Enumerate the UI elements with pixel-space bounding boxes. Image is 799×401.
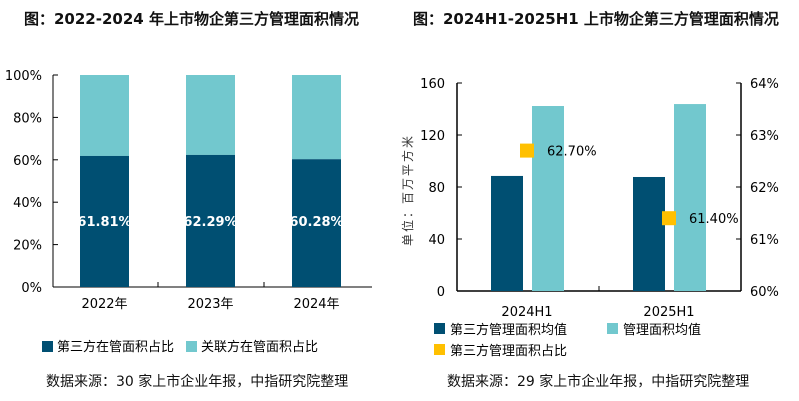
legend-label: 第三方管理面积占比: [450, 343, 567, 359]
legend-label: 关联方在管面积占比: [201, 339, 318, 355]
legend-label: 第三方在管面积占比: [57, 339, 174, 355]
right-y-tick-label: 0: [437, 285, 445, 300]
bar-related: [186, 75, 235, 155]
right-y-label: 单位：百万平方米: [400, 134, 415, 246]
bar-data-label: 60.28%: [289, 215, 343, 230]
legend-swatch: [607, 323, 618, 334]
right-y2-tick-label: 64%: [750, 77, 779, 92]
bar-data-label: 62.29%: [183, 215, 237, 230]
legend-swatch: [186, 341, 197, 352]
legend-label: 第三方管理面积均值: [450, 322, 567, 338]
bar-third-party-avg: [491, 175, 523, 291]
left-y-tick-label: 80%: [13, 111, 42, 126]
left-y-tick-label: 60%: [13, 154, 42, 169]
right-y-tick-label: 80: [428, 181, 445, 196]
right-source: 数据来源：29 家上市企业年报，中指研究院整理: [447, 374, 750, 390]
point-third-party-share: [520, 143, 534, 158]
left-x-tick-label: 2023年: [187, 297, 233, 312]
bar-data-label: 61.81%: [77, 215, 131, 230]
left-y-tick-label: 20%: [13, 239, 42, 254]
legend-label: 管理面积均值: [623, 322, 701, 338]
bar-related: [80, 75, 129, 156]
left-y-tick-label: 0%: [21, 281, 42, 296]
right-x-tick-label: 2025H1: [643, 305, 694, 320]
right-y-tick-label: 120: [420, 129, 445, 144]
right-x-tick-label: 2024H1: [501, 305, 552, 320]
left-chart-title: 图：2022-2024 年上市物企第三方管理面积情况: [24, 10, 359, 28]
right-chart-title: 图：2024H1-2025H1 上市物企第三方管理面积情况: [413, 10, 779, 28]
right-y-tick-label: 40: [428, 233, 445, 248]
left-source: 数据来源：30 家上市企业年报，中指研究院整理: [46, 374, 349, 390]
right-y2-tick-label: 61%: [750, 233, 779, 248]
right-y-tick-label: 160: [420, 77, 445, 92]
bar-third-party: [292, 159, 341, 287]
legend-swatch: [434, 344, 445, 355]
point-data-label: 62.70%: [547, 145, 597, 160]
bar-related: [292, 75, 341, 160]
bar-total-avg: [674, 104, 706, 291]
bar-total-avg: [532, 106, 564, 291]
left-y-tick-label: 100%: [5, 69, 42, 84]
point-data-label: 61.40%: [689, 212, 739, 227]
right-y2-tick-label: 62%: [750, 181, 779, 196]
right-y2-tick-label: 60%: [750, 285, 779, 300]
bar-third-party: [80, 155, 129, 287]
legend-swatch: [434, 323, 445, 334]
left-x-tick-label: 2022年: [81, 297, 127, 312]
right-y2-tick-label: 63%: [750, 129, 779, 144]
legend-swatch: [42, 341, 53, 352]
left-x-tick-label: 2024年: [293, 297, 339, 312]
bar-third-party: [186, 154, 235, 287]
bar-third-party-avg: [633, 176, 665, 291]
left-y-tick-label: 40%: [13, 196, 42, 211]
point-third-party-share: [662, 211, 676, 226]
